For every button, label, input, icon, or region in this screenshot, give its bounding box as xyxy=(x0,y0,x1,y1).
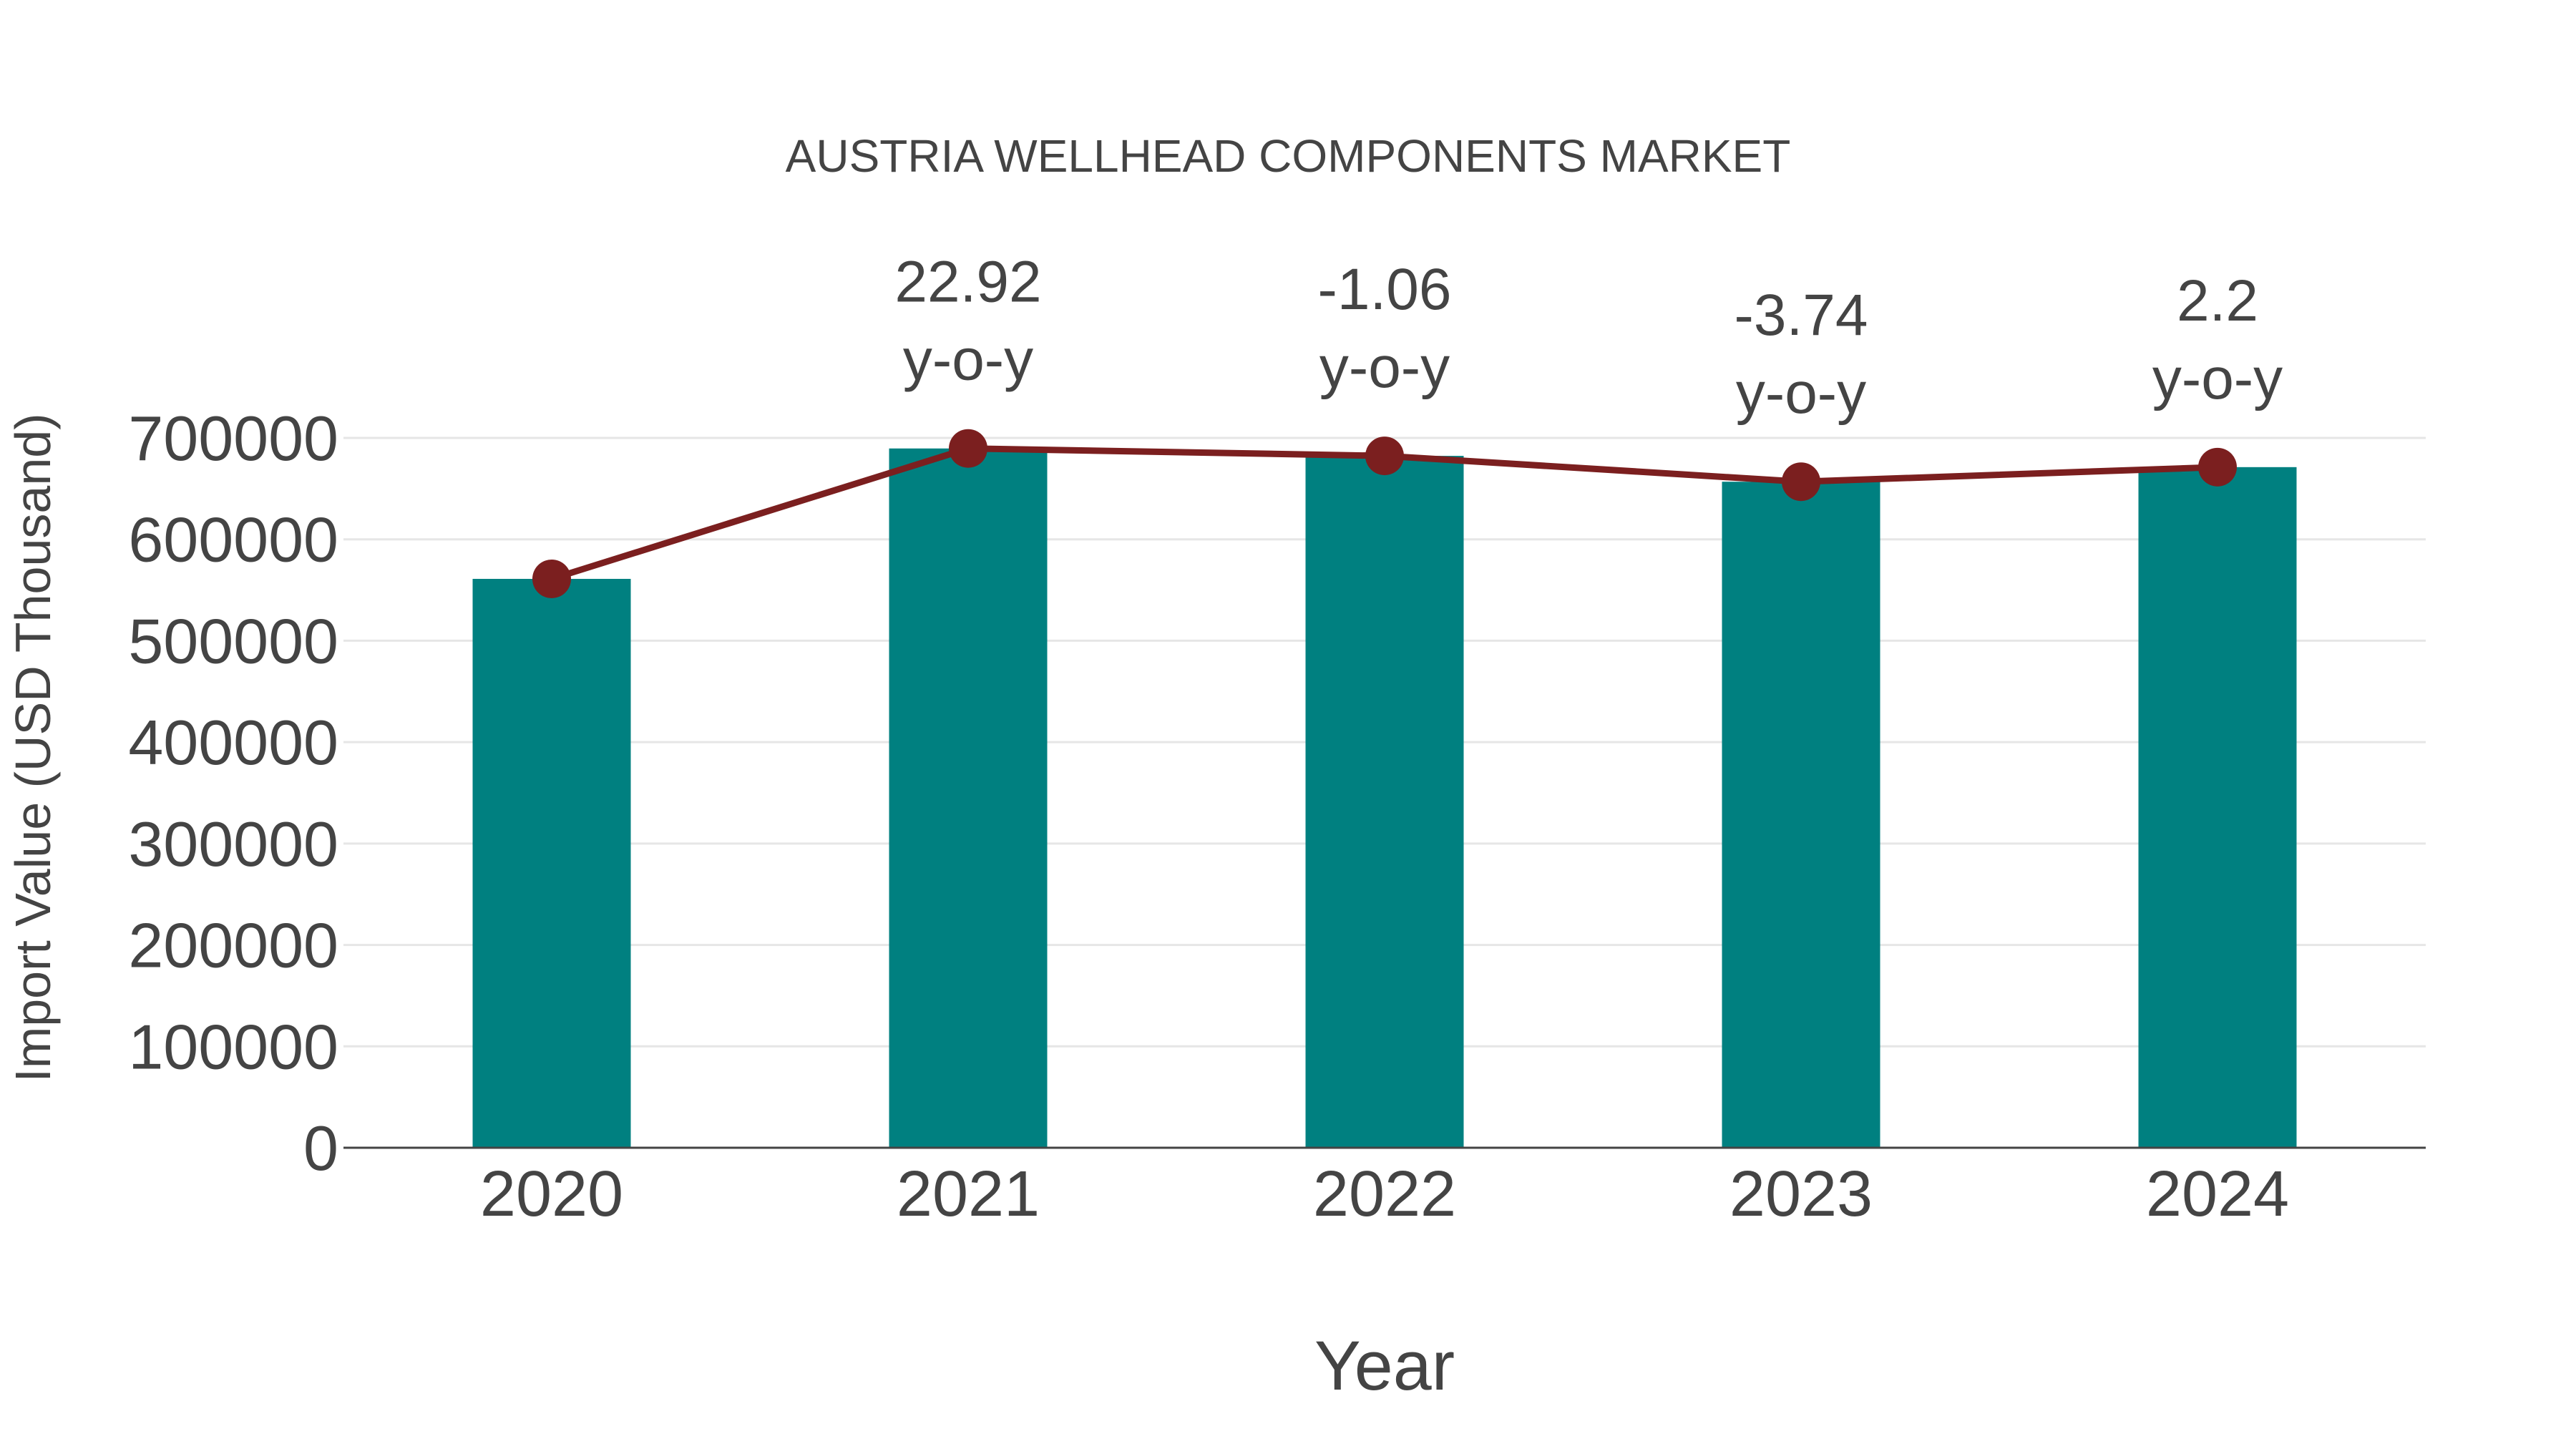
y-axis-title: Import Value (USD Thousand) xyxy=(5,413,61,1082)
yoy-value: -3.74 xyxy=(1735,283,1868,348)
y-tick-label: 400000 xyxy=(128,707,338,778)
x-tick-label: 2021 xyxy=(897,1158,1040,1230)
marker-2020 xyxy=(532,559,571,598)
x-tick-label: 2020 xyxy=(480,1158,623,1230)
yoy-suffix: y-o-y xyxy=(2152,346,2283,411)
yoy-value: 2.2 xyxy=(2177,268,2258,333)
yoy-value: 22.92 xyxy=(894,250,1041,315)
x-axis-title: Year xyxy=(1314,1327,1455,1405)
marker-2021 xyxy=(949,429,987,468)
yoy-annotation-2021: 22.92 y-o-y xyxy=(894,250,1041,393)
trend-line xyxy=(532,429,2237,598)
y-tick-label: 600000 xyxy=(128,504,338,575)
bar-2021 xyxy=(889,448,1048,1148)
yoy-annotation-2024: 2.2 y-o-y xyxy=(2152,268,2283,411)
yoy-annotation-2023: -3.74 y-o-y xyxy=(1735,283,1868,426)
x-tick-label: 2024 xyxy=(2146,1158,2289,1230)
x-axis-ticks: 2020 2021 2022 2023 2024 xyxy=(480,1158,2289,1230)
marker-2023 xyxy=(1782,462,1820,502)
bar-2024 xyxy=(2138,467,2297,1148)
marker-2022 xyxy=(1365,436,1404,476)
marker-2024 xyxy=(2198,447,2237,487)
y-tick-label: 300000 xyxy=(128,809,338,879)
bar-2023 xyxy=(1722,482,1880,1148)
y-tick-label: 0 xyxy=(303,1113,338,1184)
y-tick-label: 500000 xyxy=(128,605,338,676)
bar-2020 xyxy=(472,578,631,1148)
chart-title: AUSTRIA WELLHEAD COMPONENTS MARKET xyxy=(786,130,1791,182)
bar-2022 xyxy=(1305,456,1464,1148)
y-tick-label: 100000 xyxy=(128,1011,338,1082)
x-tick-label: 2022 xyxy=(1313,1158,1456,1230)
yoy-suffix: y-o-y xyxy=(1736,361,1866,426)
yoy-suffix: y-o-y xyxy=(1319,335,1450,400)
y-tick-label: 700000 xyxy=(128,403,338,474)
y-tick-label: 200000 xyxy=(128,910,338,981)
x-tick-label: 2023 xyxy=(1729,1158,1873,1230)
yoy-annotations: 22.92 y-o-y -1.06 y-o-y -3.74 y-o-y 2.2 y-o-y xyxy=(894,250,2283,426)
yoy-annotation-2022: -1.06 y-o-y xyxy=(1318,257,1452,400)
yoy-value: -1.06 xyxy=(1318,257,1452,322)
bars xyxy=(472,448,2297,1148)
yoy-suffix: y-o-y xyxy=(903,328,1033,393)
y-axis-ticks: 0 100000 200000 300000 400000 500000 600000 700… xyxy=(128,403,338,1184)
